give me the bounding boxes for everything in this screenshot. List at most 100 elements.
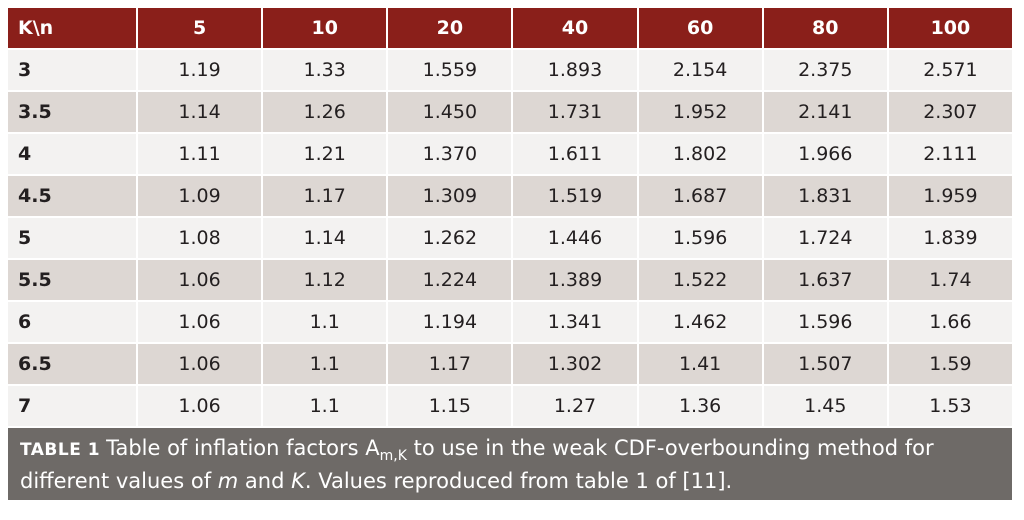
table-row: 4 1.11 1.21 1.370 1.611 1.802 1.966 2.111: [8, 134, 1012, 174]
table-cell: 1.559: [388, 50, 512, 90]
corner-header: K\n: [8, 8, 136, 48]
caption-italic-k: K: [291, 469, 305, 494]
header-row: K\n 5 10 20 40 60 80 100: [8, 8, 1012, 48]
column-header: 20: [388, 8, 512, 48]
caption-text-part: . Values reproduced from table 1 of [11]…: [304, 469, 733, 494]
table-cell: 1.224: [388, 260, 512, 300]
table-cell: 1.596: [638, 218, 762, 258]
column-header: 80: [763, 8, 887, 48]
table-cell: 1.462: [638, 302, 762, 342]
table-cell: 1.09: [138, 176, 262, 216]
row-header-k: 5: [8, 218, 136, 258]
table-cell: 1.194: [388, 302, 512, 342]
table-cell: 1.507: [763, 344, 887, 384]
caption-text-part: Table of inflation factors A: [106, 436, 380, 460]
table-cell: 1.26: [263, 92, 387, 132]
inflation-factors-table: K\n 5 10 20 40 60 80 100 3 1.19 1.33 1.559 1…: [6, 6, 1014, 428]
table-cell: 1.262: [388, 218, 512, 258]
table-cell: 1.59: [888, 344, 1012, 384]
table-cell: 1.637: [763, 260, 887, 300]
table-cell: 1.06: [138, 386, 262, 426]
table-cell: 2.375: [763, 50, 887, 90]
table-row: 5 1.08 1.14 1.262 1.446 1.596 1.724 1.839: [8, 218, 1012, 258]
table-cell: 1.08: [138, 218, 262, 258]
table-body: 3 1.19 1.33 1.559 1.893 2.154 2.375 2.571 3.5 1.1…: [8, 50, 1012, 426]
caption-label: TABLE 1: [20, 440, 101, 460]
table-cell: 1.450: [388, 92, 512, 132]
table-cell: 1.14: [138, 92, 262, 132]
column-header: 60: [638, 8, 762, 48]
table-cell: 2.571: [888, 50, 1012, 90]
table-cell: 1.389: [513, 260, 637, 300]
table-cell: 1.17: [263, 176, 387, 216]
column-header: 5: [138, 8, 262, 48]
table-cell: 1.06: [138, 302, 262, 342]
row-header-k: 6.5: [8, 344, 136, 384]
table-cell: 1.12: [263, 260, 387, 300]
row-header-k: 7: [8, 386, 136, 426]
table-cell: 1.959: [888, 176, 1012, 216]
table-row: 4.5 1.09 1.17 1.309 1.519 1.687 1.831 1.959: [8, 176, 1012, 216]
table-cell: 1.952: [638, 92, 762, 132]
table-cell: 1.802: [638, 134, 762, 174]
table-cell: 1.893: [513, 50, 637, 90]
table-cell: 1.66: [888, 302, 1012, 342]
caption-italic-m: m: [217, 469, 239, 494]
row-header-k: 4: [8, 134, 136, 174]
row-header-k: 6: [8, 302, 136, 342]
table-row: 6.5 1.06 1.1 1.17 1.302 1.41 1.507 1.59: [8, 344, 1012, 384]
table-cell: 2.141: [763, 92, 887, 132]
table-row: 7 1.06 1.1 1.15 1.27 1.36 1.45 1.53: [8, 386, 1012, 426]
row-header-k: 4.5: [8, 176, 136, 216]
table-cell: 1.687: [638, 176, 762, 216]
table-cell: 1.966: [763, 134, 887, 174]
table-cell: 1.370: [388, 134, 512, 174]
table-cell: 1.11: [138, 134, 262, 174]
table-cell: 1.17: [388, 344, 512, 384]
table-cell: 1.341: [513, 302, 637, 342]
table-cell: 1.1: [263, 386, 387, 426]
table-cell: 1.06: [138, 260, 262, 300]
table-cell: 1.302: [513, 344, 637, 384]
caption-subscript: m,K: [379, 448, 407, 465]
column-header: 100: [888, 8, 1012, 48]
table-cell: 1.519: [513, 176, 637, 216]
table-cell: 1.41: [638, 344, 762, 384]
table-cell: 1.1: [263, 302, 387, 342]
table-cell: 1.839: [888, 218, 1012, 258]
table-cell: 1.06: [138, 344, 262, 384]
table-figure: K\n 5 10 20 40 60 80 100 3 1.19 1.33 1.559 1…: [6, 6, 1014, 508]
table-cell: 1.1: [263, 344, 387, 384]
table-cell: 1.522: [638, 260, 762, 300]
table-cell: 1.21: [263, 134, 387, 174]
caption-text: Table of inflation factors Am,K to use i…: [20, 436, 934, 493]
caption-text-part: to use in the weak CDF-overbounding meth…: [20, 436, 934, 494]
table-cell: 1.309: [388, 176, 512, 216]
table-cell: 1.831: [763, 176, 887, 216]
row-header-k: 5.5: [8, 260, 136, 300]
table-row: 3 1.19 1.33 1.559 1.893 2.154 2.375 2.571: [8, 50, 1012, 90]
table-cell: 1.446: [513, 218, 637, 258]
row-header-k: 3: [8, 50, 136, 90]
table-cell: 2.154: [638, 50, 762, 90]
table-row: 6 1.06 1.1 1.194 1.341 1.462 1.596 1.66: [8, 302, 1012, 342]
column-header: 10: [263, 8, 387, 48]
table-cell: 1.53: [888, 386, 1012, 426]
table-cell: 1.45: [763, 386, 887, 426]
row-header-k: 3.5: [8, 92, 136, 132]
table-row: 3.5 1.14 1.26 1.450 1.731 1.952 2.141 2.307: [8, 92, 1012, 132]
table-row: 5.5 1.06 1.12 1.224 1.389 1.522 1.637 1.74: [8, 260, 1012, 300]
table-cell: 1.19: [138, 50, 262, 90]
table-caption: TABLE 1 Table of inflation factors Am,K t…: [8, 428, 1012, 500]
table-cell: 2.307: [888, 92, 1012, 132]
table-cell: 1.596: [763, 302, 887, 342]
table-cell: 1.14: [263, 218, 387, 258]
table-cell: 2.111: [888, 134, 1012, 174]
column-header: 40: [513, 8, 637, 48]
table-cell: 1.36: [638, 386, 762, 426]
table-cell: 1.74: [888, 260, 1012, 300]
caption-text-part: and: [238, 469, 292, 494]
table-cell: 1.15: [388, 386, 512, 426]
table-cell: 1.27: [513, 386, 637, 426]
table-cell: 1.33: [263, 50, 387, 90]
